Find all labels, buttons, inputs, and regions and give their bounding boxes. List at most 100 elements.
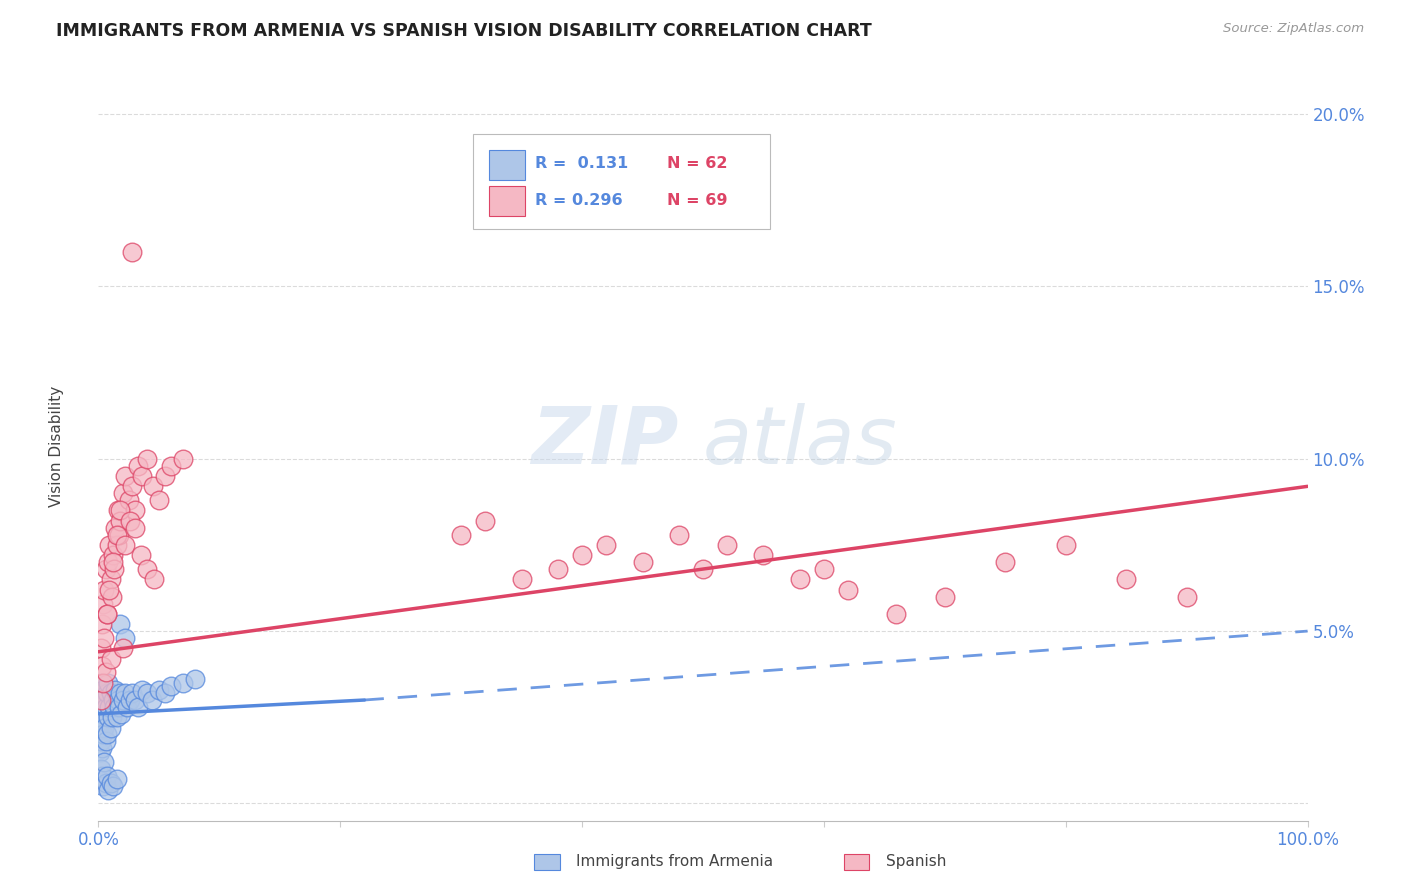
Point — [98, 582, 121, 597]
Text: Spanish: Spanish — [886, 855, 946, 869]
Point — [98, 538, 121, 552]
Point — [114, 469, 136, 483]
Text: IMMIGRANTS FROM ARMENIA VS SPANISH VISION DISABILITY CORRELATION CHART: IMMIGRANTS FROM ARMENIA VS SPANISH VISIO… — [56, 22, 872, 40]
Point — [105, 772, 128, 787]
Point — [91, 597, 114, 611]
Point — [450, 527, 472, 541]
Point — [1054, 538, 1077, 552]
Point — [101, 693, 124, 707]
Point — [91, 706, 114, 721]
Point — [547, 562, 569, 576]
Point — [595, 538, 617, 552]
Point — [184, 673, 207, 687]
Point — [100, 686, 122, 700]
Point — [886, 607, 908, 621]
Point — [91, 779, 114, 793]
Point — [105, 538, 128, 552]
Point — [127, 699, 149, 714]
Point — [103, 562, 125, 576]
Text: atlas: atlas — [703, 402, 898, 481]
Point — [108, 617, 131, 632]
Point — [91, 658, 114, 673]
Point — [93, 693, 115, 707]
Point — [114, 538, 136, 552]
Point — [94, 699, 117, 714]
Point — [105, 710, 128, 724]
Point — [101, 779, 124, 793]
Text: Immigrants from Armenia: Immigrants from Armenia — [576, 855, 773, 869]
Point — [93, 631, 115, 645]
FancyBboxPatch shape — [489, 186, 526, 217]
Point — [104, 521, 127, 535]
Point — [96, 769, 118, 783]
Point — [89, 727, 111, 741]
Point — [97, 782, 120, 797]
Point — [91, 741, 114, 756]
Point — [172, 675, 194, 690]
Point — [90, 641, 112, 656]
Point — [153, 469, 176, 483]
Point — [101, 555, 124, 569]
Point — [118, 693, 141, 707]
Point — [96, 727, 118, 741]
Point — [118, 493, 141, 508]
Point — [114, 631, 136, 645]
Point — [631, 555, 654, 569]
Point — [934, 590, 956, 604]
Point — [129, 548, 152, 563]
Point — [131, 682, 153, 697]
Point — [100, 776, 122, 790]
FancyBboxPatch shape — [474, 135, 769, 229]
Point — [91, 714, 114, 728]
Point — [104, 682, 127, 697]
Point — [100, 710, 122, 724]
Point — [93, 755, 115, 769]
Text: N = 62: N = 62 — [666, 156, 727, 170]
Point — [94, 734, 117, 748]
Point — [121, 479, 143, 493]
Point — [105, 527, 128, 541]
Point — [172, 451, 194, 466]
Point — [148, 682, 170, 697]
Point — [101, 548, 124, 563]
Point — [91, 727, 114, 741]
Point — [813, 562, 835, 576]
Point — [510, 573, 533, 587]
Point — [91, 682, 114, 697]
Point — [97, 555, 120, 569]
Point — [121, 686, 143, 700]
Point — [107, 693, 129, 707]
Point — [692, 562, 714, 576]
Point — [97, 710, 120, 724]
Point — [135, 686, 157, 700]
Point — [100, 721, 122, 735]
Text: N = 69: N = 69 — [666, 193, 727, 208]
Point — [153, 686, 176, 700]
Point — [94, 562, 117, 576]
Point — [124, 521, 146, 535]
Point — [108, 686, 131, 700]
Point — [100, 651, 122, 665]
Point — [93, 721, 115, 735]
Point — [90, 686, 112, 700]
Point — [752, 548, 775, 563]
Point — [111, 641, 134, 656]
Point — [148, 493, 170, 508]
Point — [141, 693, 163, 707]
Point — [160, 679, 183, 693]
Point — [90, 734, 112, 748]
Point — [108, 699, 131, 714]
Point — [108, 503, 131, 517]
Point — [668, 527, 690, 541]
Point — [103, 699, 125, 714]
Point — [91, 675, 114, 690]
Point — [789, 573, 811, 587]
Point — [142, 479, 165, 493]
Point — [121, 244, 143, 259]
Text: R =  0.131: R = 0.131 — [534, 156, 628, 170]
Point — [1175, 590, 1198, 604]
Point — [124, 693, 146, 707]
Text: ZIP: ZIP — [531, 402, 679, 481]
Point — [91, 617, 114, 632]
Point — [108, 527, 131, 541]
